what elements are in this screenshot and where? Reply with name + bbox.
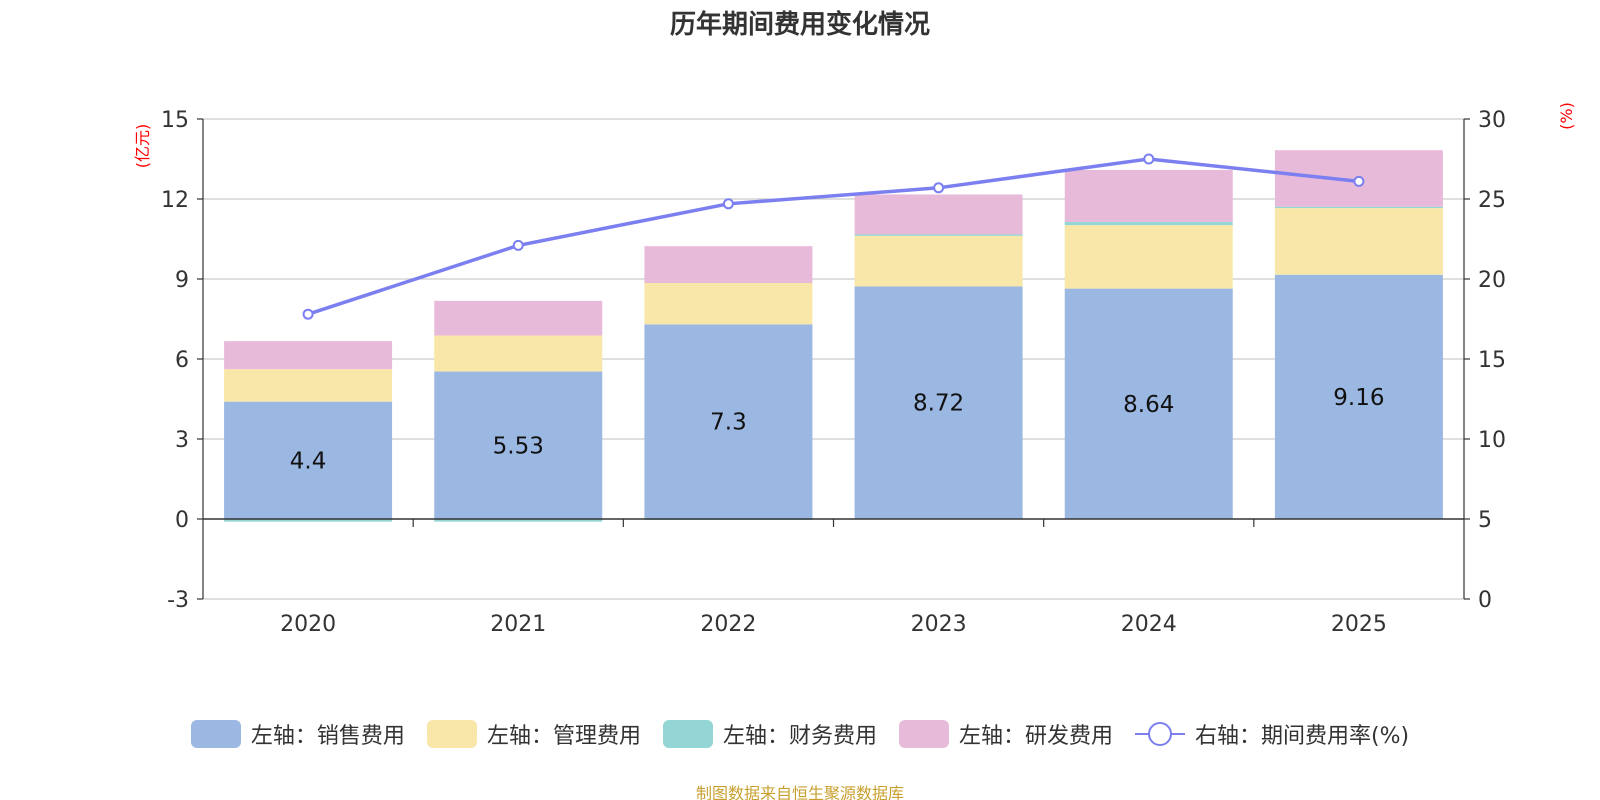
legend-swatch-sales — [190, 720, 241, 748]
bar-sales-2022 — [644, 324, 813, 519]
left-axis-tick-label: -3 — [167, 588, 189, 613]
right-axis-tick-label: 10 — [1478, 428, 1506, 453]
legend-label-sales: 左轴：销售费用 — [250, 724, 405, 749]
line-layer — [302, 153, 1365, 320]
left-axis-unit: (亿元) — [133, 124, 152, 169]
rate-point-2020 — [302, 308, 314, 320]
right-axis-tick-label: 0 — [1478, 588, 1492, 613]
left-axis-tick-label: 6 — [175, 348, 189, 373]
label-layer: 4.4 5.53 7.3 8.72 8.64 9.16 — [290, 385, 1385, 474]
legend-swatch-admin — [426, 720, 477, 748]
left-axis-tick-label: 3 — [175, 428, 189, 453]
bar-admin-2021 — [434, 335, 603, 372]
legend-item-rd[interactable]: 左轴：研发费用 — [898, 718, 1113, 750]
left-axis-tick-label: 15 — [161, 108, 189, 133]
bar-finance-2023 — [854, 234, 1023, 236]
rate-point-2021 — [512, 239, 524, 251]
sales-value-label-2022: 7.3 — [710, 410, 747, 436]
bar-layer — [224, 150, 1443, 522]
rate-point-2022 — [722, 198, 734, 210]
left-axis-tick-label: 12 — [161, 188, 189, 213]
bar-rd-2024 — [1064, 169, 1233, 222]
bar-admin-2023 — [854, 235, 1023, 287]
bar-admin-2022 — [644, 283, 813, 325]
right-axis-tick-label: 25 — [1478, 188, 1506, 213]
right-axis-tick-label: 20 — [1478, 268, 1506, 293]
legend-label-finance: 左轴：财务费用 — [722, 724, 877, 749]
sales-value-label-2024: 8.64 — [1123, 392, 1174, 418]
bar-admin-2020 — [224, 369, 393, 402]
rate-point-2024 — [1143, 153, 1155, 165]
rate-point-2023 — [933, 182, 945, 194]
category-label-2021: 2021 — [490, 612, 546, 637]
category-label-2023: 2023 — [911, 612, 967, 637]
bar-finance-2025 — [1274, 206, 1443, 209]
bar-rd-2020 — [224, 341, 393, 370]
legend-swatch-rd — [898, 720, 949, 748]
legend-item-sales[interactable]: 左轴：销售费用 — [190, 718, 405, 750]
bar-sales-2020 — [224, 401, 393, 519]
legend: 左轴：销售费用 左轴：管理费用 左轴：财务费用 左轴：研发费用 右轴：期间费用率… — [0, 718, 1600, 750]
legend-swatch-finance — [662, 720, 713, 748]
category-label-2022: 2022 — [700, 612, 756, 637]
legend-line-rate-icon — [1134, 720, 1185, 748]
bar-sales-2021 — [434, 371, 603, 519]
right-axis-unit: (%) — [1557, 102, 1576, 130]
right-axis-tick-label: 30 — [1478, 108, 1506, 133]
source-note: 制图数据来自恒生聚源数据库 — [695, 784, 904, 800]
legend-item-finance[interactable]: 左轴：财务费用 — [662, 718, 877, 750]
sales-value-label-2021: 5.53 — [493, 433, 544, 459]
rate-line — [307, 157, 1360, 316]
category-label-2025: 2025 — [1331, 612, 1387, 637]
bar-admin-2025 — [1274, 208, 1443, 275]
legend-label-rd: 左轴：研发费用 — [958, 724, 1113, 749]
bar-rd-2021 — [434, 300, 603, 336]
left-axis-tick-label: 0 — [175, 508, 189, 533]
chart-title: 历年期间费用变化情况 — [669, 10, 930, 40]
category-label-2020: 2020 — [280, 612, 336, 637]
legend-label-admin: 左轴：管理费用 — [486, 724, 641, 749]
sales-value-label-2023: 8.72 — [913, 391, 964, 417]
category-label-2024: 2024 — [1121, 612, 1177, 637]
rate-point-2025 — [1353, 175, 1365, 187]
legend-item-admin[interactable]: 左轴：管理费用 — [426, 718, 641, 750]
bar-finance-2021 — [434, 519, 603, 522]
bar-sales-2023 — [854, 286, 1023, 519]
right-axis-tick-label: 15 — [1478, 348, 1506, 373]
bar-finance-2024 — [1064, 221, 1233, 226]
bar-rd-2023 — [854, 194, 1023, 235]
bar-rd-2022 — [644, 246, 813, 283]
bar-admin-2024 — [1064, 225, 1233, 289]
bar-sales-2024 — [1064, 288, 1233, 519]
sales-value-label-2025: 9.16 — [1333, 385, 1384, 411]
bar-sales-2025 — [1274, 274, 1443, 519]
sales-value-label-2020: 4.4 — [290, 448, 327, 474]
right-axis-tick-label: 5 — [1478, 508, 1492, 533]
bar-finance-2020 — [224, 519, 393, 522]
legend-item-rate[interactable]: 右轴：期间费用率(%) — [1134, 718, 1410, 750]
left-axis-tick-label: 9 — [175, 268, 189, 293]
legend-label-rate: 右轴：期间费用率(%) — [1194, 724, 1410, 749]
